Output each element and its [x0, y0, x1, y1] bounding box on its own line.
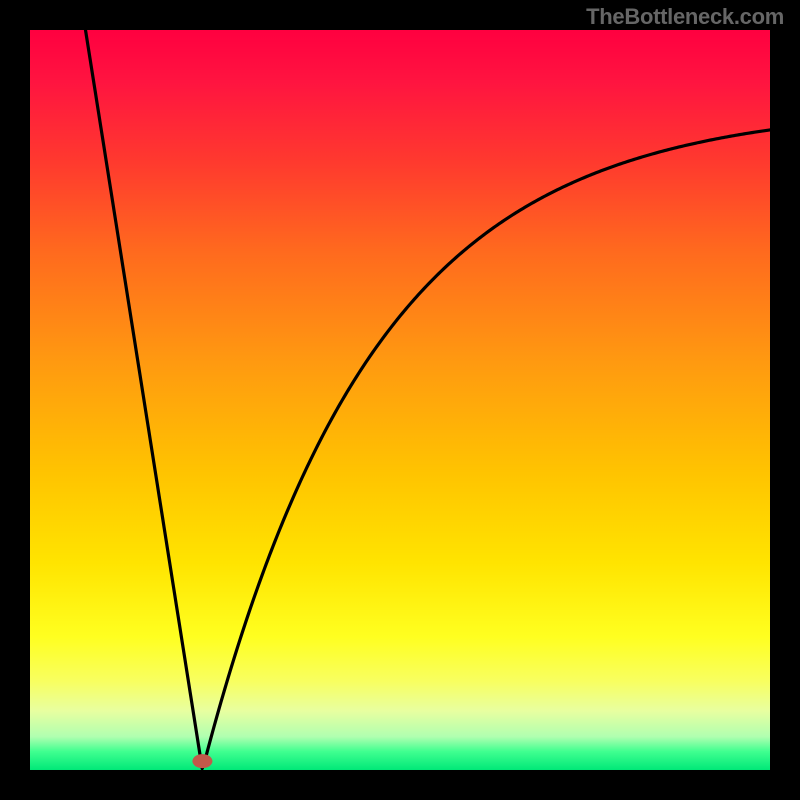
optimum-marker	[192, 754, 212, 768]
gradient-background	[30, 30, 770, 770]
plot-svg	[30, 30, 770, 770]
watermark-text: TheBottleneck.com	[586, 4, 784, 30]
chart-frame: TheBottleneck.com	[0, 0, 800, 800]
plot-area	[30, 30, 770, 770]
